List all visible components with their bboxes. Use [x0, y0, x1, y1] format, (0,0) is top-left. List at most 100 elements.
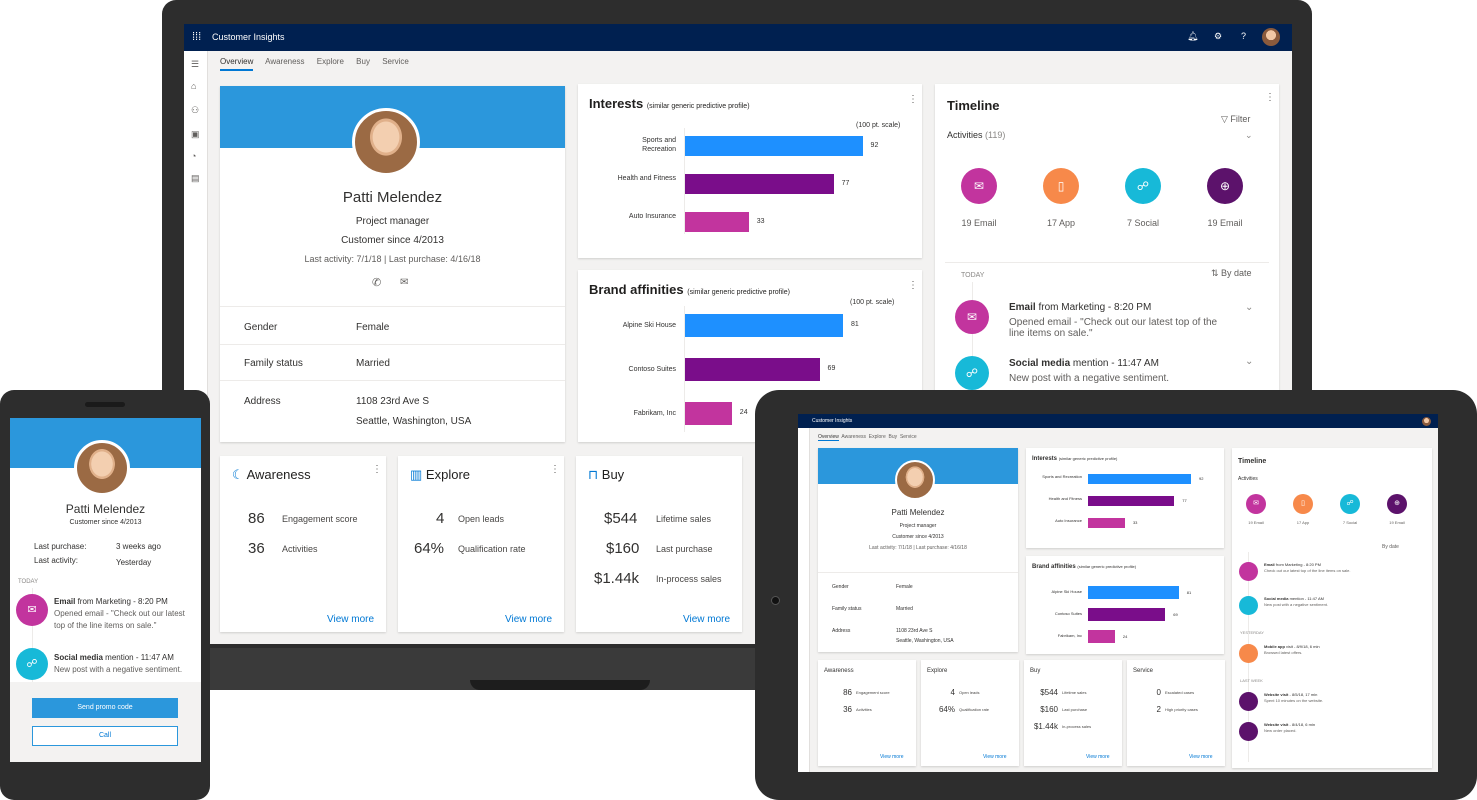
tablet-device: Customer Insights Overview Awareness Exp… — [755, 390, 1477, 800]
more-options-icon[interactable]: ⋮ — [908, 280, 918, 291]
event-icon — [1239, 722, 1258, 741]
social-icon: ☍ — [16, 648, 48, 680]
axis-line — [684, 306, 685, 432]
timeline-event-email[interactable]: Email from Marketing - 8:20 PM Opened em… — [1009, 302, 1218, 339]
tab-buy[interactable]: Buy — [888, 434, 898, 440]
open-leads-label: Open leads — [458, 514, 505, 524]
user-avatar[interactable] — [1262, 28, 1280, 46]
interests-bars: Sports and Recreation 92 Health and Fitnes… — [1026, 448, 1224, 548]
metric-value: 4 — [950, 688, 955, 697]
activities-label: Activities (119) — [947, 130, 1006, 140]
last-purchase-value: 3 weeks ago — [116, 542, 161, 551]
app-launcher-icon[interactable]: ⁞⁞⁞ — [192, 31, 202, 43]
lock-icon[interactable]: ▣ — [191, 129, 200, 139]
chevron-down-icon[interactable]: ⌄ — [1245, 356, 1254, 367]
timeline-event-email[interactable]: Email from Marketing - 8:20 PM Opened em… — [54, 597, 185, 630]
view-more-link[interactable]: View more — [683, 614, 731, 625]
tile-title: Explore — [927, 668, 948, 674]
help-icon[interactable]: ? — [1241, 31, 1247, 41]
bar-value: 92 — [1199, 476, 1204, 481]
tab-overview[interactable]: Overview — [818, 434, 839, 441]
view-more-link[interactable]: View more — [505, 614, 553, 625]
tab-explore[interactable]: Explore — [868, 434, 886, 440]
home-icon[interactable]: ⌂ — [191, 81, 197, 91]
timeline-event[interactable]: Mobile app visit - 8/9/18, 6 min Browsed … — [1264, 644, 1320, 655]
menu-icon[interactable]: ☰ — [191, 59, 200, 69]
chevron-down-icon[interactable]: ⌄ — [1245, 130, 1253, 140]
metric-label: High priority cases — [1165, 707, 1198, 712]
channel-icon[interactable]: ☍ — [1340, 494, 1360, 514]
more-options-icon[interactable]: ⋮ — [908, 94, 918, 105]
metric-tiles: Awareness 86 Engagement score 36 Activities V… — [818, 660, 1230, 768]
explore-tile: Explore 4 Open leads 64% Qualification rate V… — [921, 660, 1019, 766]
bell-icon[interactable]: 🔔︎ — [1187, 31, 1199, 41]
tab-overview[interactable]: Overview — [220, 57, 254, 71]
channel-icon[interactable]: ⊕ — [1207, 168, 1243, 204]
gear-icon[interactable]: ⚙ — [1214, 31, 1223, 41]
tab-service[interactable]: Service — [382, 57, 409, 66]
tab-service[interactable]: Service — [899, 434, 917, 440]
activities-label: Activities — [282, 544, 318, 554]
call-button[interactable]: Call — [32, 726, 178, 746]
bar — [1088, 586, 1179, 599]
view-more-link[interactable]: View more — [327, 614, 375, 625]
bar-value: 77 — [841, 179, 850, 187]
tab-awareness[interactable]: Awareness — [841, 434, 867, 440]
channel-icon[interactable]: ⊕ — [1387, 494, 1407, 514]
view-more-link[interactable]: View more — [983, 754, 1007, 760]
view-more-link[interactable]: View more — [1189, 754, 1213, 760]
timeline-event[interactable]: Website visit - 8/4/18, 6 min New order p… — [1264, 722, 1316, 733]
timeline-event[interactable]: Email from Marketing - 8:20 PM Check out … — [1264, 562, 1351, 573]
family-status-value: Married — [896, 606, 913, 612]
view-more-link[interactable]: View more — [1086, 754, 1110, 760]
laptop-screen: ⁞⁞⁞ Customer Insights 🔔︎ ⚙ ? ☰ ⌂ ⚇ ▣ ◔ ▤… — [184, 24, 1292, 644]
chevron-down-icon[interactable]: ⌄ — [1245, 302, 1254, 313]
tab-buy[interactable]: Buy — [356, 57, 370, 66]
top-bar: ⁞⁞⁞ Customer Insights 🔔︎ ⚙ ? — [184, 24, 1292, 51]
divider — [818, 572, 1018, 573]
document-icon[interactable]: ▤ — [191, 173, 200, 183]
channel-icon[interactable]: ✉ — [961, 168, 997, 204]
phone-icon[interactable]: ✆ — [372, 277, 382, 289]
timeline-event-social[interactable]: Social media mention - 11:47 AM New post… — [54, 653, 183, 674]
user-avatar[interactable] — [1422, 417, 1431, 426]
metric-value: 36 — [843, 705, 852, 714]
timeline-title: Timeline — [1238, 458, 1267, 465]
more-options-icon[interactable]: ⋮ — [372, 464, 382, 475]
more-options-icon[interactable]: ⋮ — [1265, 92, 1275, 103]
brand-card: Brand affinities (similar generic predic… — [578, 270, 922, 442]
timeline-line — [972, 282, 973, 422]
channel-label: 17 App — [1296, 520, 1310, 525]
channel-label: 19 Email — [961, 218, 997, 228]
chart-icon[interactable]: ◔ — [191, 151, 197, 161]
tab-awareness[interactable]: Awareness — [265, 57, 305, 66]
timeline-event[interactable]: Social media mention - 11:47 AM New post … — [1264, 596, 1329, 607]
tab-explore[interactable]: Explore — [316, 57, 344, 66]
bar-value: 92 — [870, 141, 879, 149]
event-icon — [1239, 562, 1258, 581]
sort-button[interactable]: By date — [1382, 544, 1399, 550]
tablet-screen: Customer Insights Overview Awareness Exp… — [798, 414, 1438, 772]
bar-label: Health and Fitness — [617, 175, 676, 182]
scale-label: (100 pt. scale) — [856, 122, 901, 129]
more-options-icon[interactable]: ⋮ — [550, 464, 560, 475]
app-title: Customer Insights — [212, 32, 285, 42]
timeline-event-social[interactable]: Social media mention - 11:47 AM New post… — [1009, 358, 1170, 384]
view-more-link[interactable]: View more — [880, 754, 904, 760]
profile-role: Project manager — [899, 523, 937, 529]
channel-icon[interactable]: ☍ — [1125, 168, 1161, 204]
bar-label: Contoso Suites — [1054, 611, 1082, 616]
segments-icon[interactable]: ⚇ — [191, 105, 200, 115]
in-process-sales-label: In-process sales — [656, 574, 722, 584]
filter-button[interactable]: ▽ Filter — [1221, 114, 1251, 124]
mail-icon[interactable]: ✉ — [400, 277, 409, 288]
channel-icon[interactable]: ▯ — [1043, 168, 1079, 204]
channel-icon[interactable]: ▯ — [1293, 494, 1313, 514]
timeline-event[interactable]: Website visit - 8/5/18, 17 min Spent 10 m… — [1264, 692, 1324, 703]
yesterday-label: YESTERDAY — [1240, 630, 1264, 635]
timeline-card: Timeline Activities ✉ 19 Email ▯ 17 App ☍ 7 S… — [1232, 448, 1432, 768]
channel-icon[interactable]: ✉ — [1246, 494, 1266, 514]
send-promo-code-button[interactable]: Send promo code — [32, 698, 178, 718]
sort-button[interactable]: ⇅ By date — [1211, 268, 1252, 278]
timeline-card: Timeline ⋮ ▽ Filter Activities (119) ⌄ ✉… — [935, 84, 1279, 422]
